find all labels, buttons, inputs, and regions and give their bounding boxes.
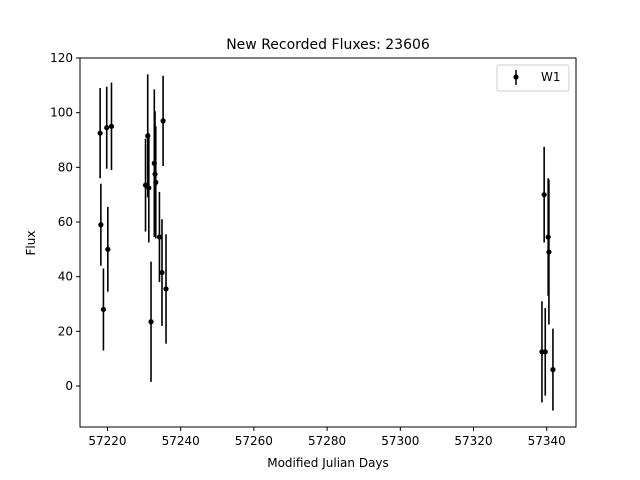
x-tick-label: 57280 [308,434,346,448]
legend-label-w1: W1 [541,70,561,84]
y-tick-label: 40 [58,270,73,284]
data-point [550,367,556,373]
x-axis-label: Modified Julian Days [267,456,389,470]
y-tick-label: 120 [50,51,73,65]
data-point [541,192,547,198]
data-point [146,185,152,191]
data-point [108,123,115,129]
chart-title: New Recorded Fluxes: 23606 [226,37,430,53]
data-point [542,349,548,355]
data-point [148,319,154,325]
y-tick-label: 20 [58,324,73,338]
x-tick-label: 57220 [88,434,126,448]
data-point [160,118,166,124]
data-series [97,74,556,411]
data-point [546,249,552,255]
y-tick-label: 100 [50,106,73,120]
x-axis: 57220 57240 57260 57280 57300 57320 57340 [88,427,566,448]
data-point [163,286,169,292]
x-tick-label: 57240 [162,434,200,448]
x-tick-label: 57340 [528,434,566,448]
data-point [156,234,163,240]
legend-marker [513,74,519,80]
data-point [105,246,111,252]
data-point [98,222,104,228]
legend: W1 [496,64,570,92]
plot-frame [79,57,577,428]
data-point [159,269,165,276]
x-tick-label: 57300 [381,434,419,448]
x-tick-label: 57320 [454,434,492,448]
legend-box [496,64,570,92]
data-point [153,179,159,185]
x-tick-label: 57260 [235,434,273,448]
y-tick-label: 0 [65,379,73,393]
y-tick-label: 80 [58,160,73,174]
y-axis-label: Flux [24,231,38,256]
data-point [97,130,103,136]
data-point [104,125,110,131]
data-point [100,306,107,313]
y-axis: 0 20 40 60 80 100 120 [50,51,80,393]
y-tick-label: 60 [58,215,73,229]
